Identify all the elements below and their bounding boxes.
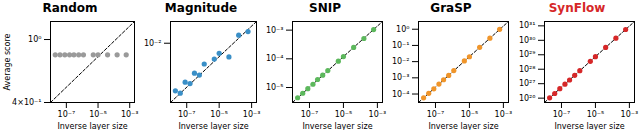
- svg-text:10⁻³: 10⁻³: [392, 73, 410, 82]
- svg-text:10⁻³: 10⁻³: [243, 110, 261, 119]
- html-text:SynFlow: SynFlow: [548, 1, 606, 15]
- html-text:Random: Random: [42, 1, 98, 15]
- svg-text:10³⁰: 10³⁰: [519, 36, 536, 45]
- svg-text:Inverse layer size: Inverse layer size: [57, 122, 127, 131]
- svg-text:10⁻⁵: 10⁻⁵: [461, 110, 479, 119]
- svg-text:10⁻⁵: 10⁻⁵: [587, 110, 605, 119]
- svg-text:10⁻⁷: 10⁻⁷: [553, 110, 571, 119]
- svg-text:10⁻²: 10⁻²: [392, 57, 410, 66]
- svg-text:10⁰: 10⁰: [28, 35, 41, 44]
- svg-text:10⁻⁷: 10⁻⁷: [178, 110, 196, 119]
- svg-text:10⁻⁷: 10⁻⁷: [427, 110, 445, 119]
- svg-text:Average score: Average score: [3, 33, 12, 90]
- svg-text:10⁻¹: 10⁻¹: [392, 41, 410, 50]
- svg-text:10⁻⁵: 10⁻⁵: [89, 110, 107, 119]
- svg-text:4×10⁻¹: 4×10⁻¹: [12, 98, 41, 107]
- svg-text:Inverse layer size: Inverse layer size: [302, 122, 372, 131]
- svg-text:10⁻²: 10⁻²: [144, 39, 162, 48]
- svg-text:Inverse layer size: Inverse layer size: [554, 122, 624, 131]
- svg-text:10⁻⁴: 10⁻⁴: [392, 90, 410, 99]
- svg-text:10²⁸: 10²⁸: [519, 65, 536, 74]
- svg-text:10⁻³: 10⁻³: [495, 110, 513, 119]
- svg-text:10²⁷: 10²⁷: [519, 79, 536, 88]
- svg-text:10⁻⁷: 10⁻⁷: [301, 110, 319, 119]
- svg-text:10⁻⁵: 10⁻⁵: [266, 83, 284, 92]
- svg-text:Inverse layer size: Inverse layer size: [178, 122, 248, 131]
- svg-text:10⁻³: 10⁻³: [621, 110, 639, 119]
- html-text:Magnitude: Magnitude: [164, 1, 238, 15]
- svg-text:10⁰: 10⁰: [396, 25, 409, 34]
- svg-text:10⁻⁵: 10⁻⁵: [335, 110, 353, 119]
- svg-text:10²⁹: 10²⁹: [519, 50, 536, 59]
- html-text:GraSP: GraSP: [430, 1, 472, 15]
- svg-text:10⁻³: 10⁻³: [121, 110, 139, 119]
- svg-text:10⁻⁷: 10⁻⁷: [58, 110, 76, 119]
- svg-text:10³¹: 10³¹: [519, 21, 536, 30]
- svg-text:Inverse layer size: Inverse layer size: [428, 122, 498, 131]
- svg-text:10⁻⁴: 10⁻⁴: [266, 54, 284, 63]
- svg-text:10⁻³: 10⁻³: [369, 110, 387, 119]
- html-text:SNIP: SNIP: [309, 1, 341, 15]
- svg-text:10⁻³: 10⁻³: [266, 26, 284, 35]
- svg-text:10²⁶: 10²⁶: [519, 94, 536, 103]
- svg-text:10⁻⁵: 10⁻⁵: [210, 110, 228, 119]
